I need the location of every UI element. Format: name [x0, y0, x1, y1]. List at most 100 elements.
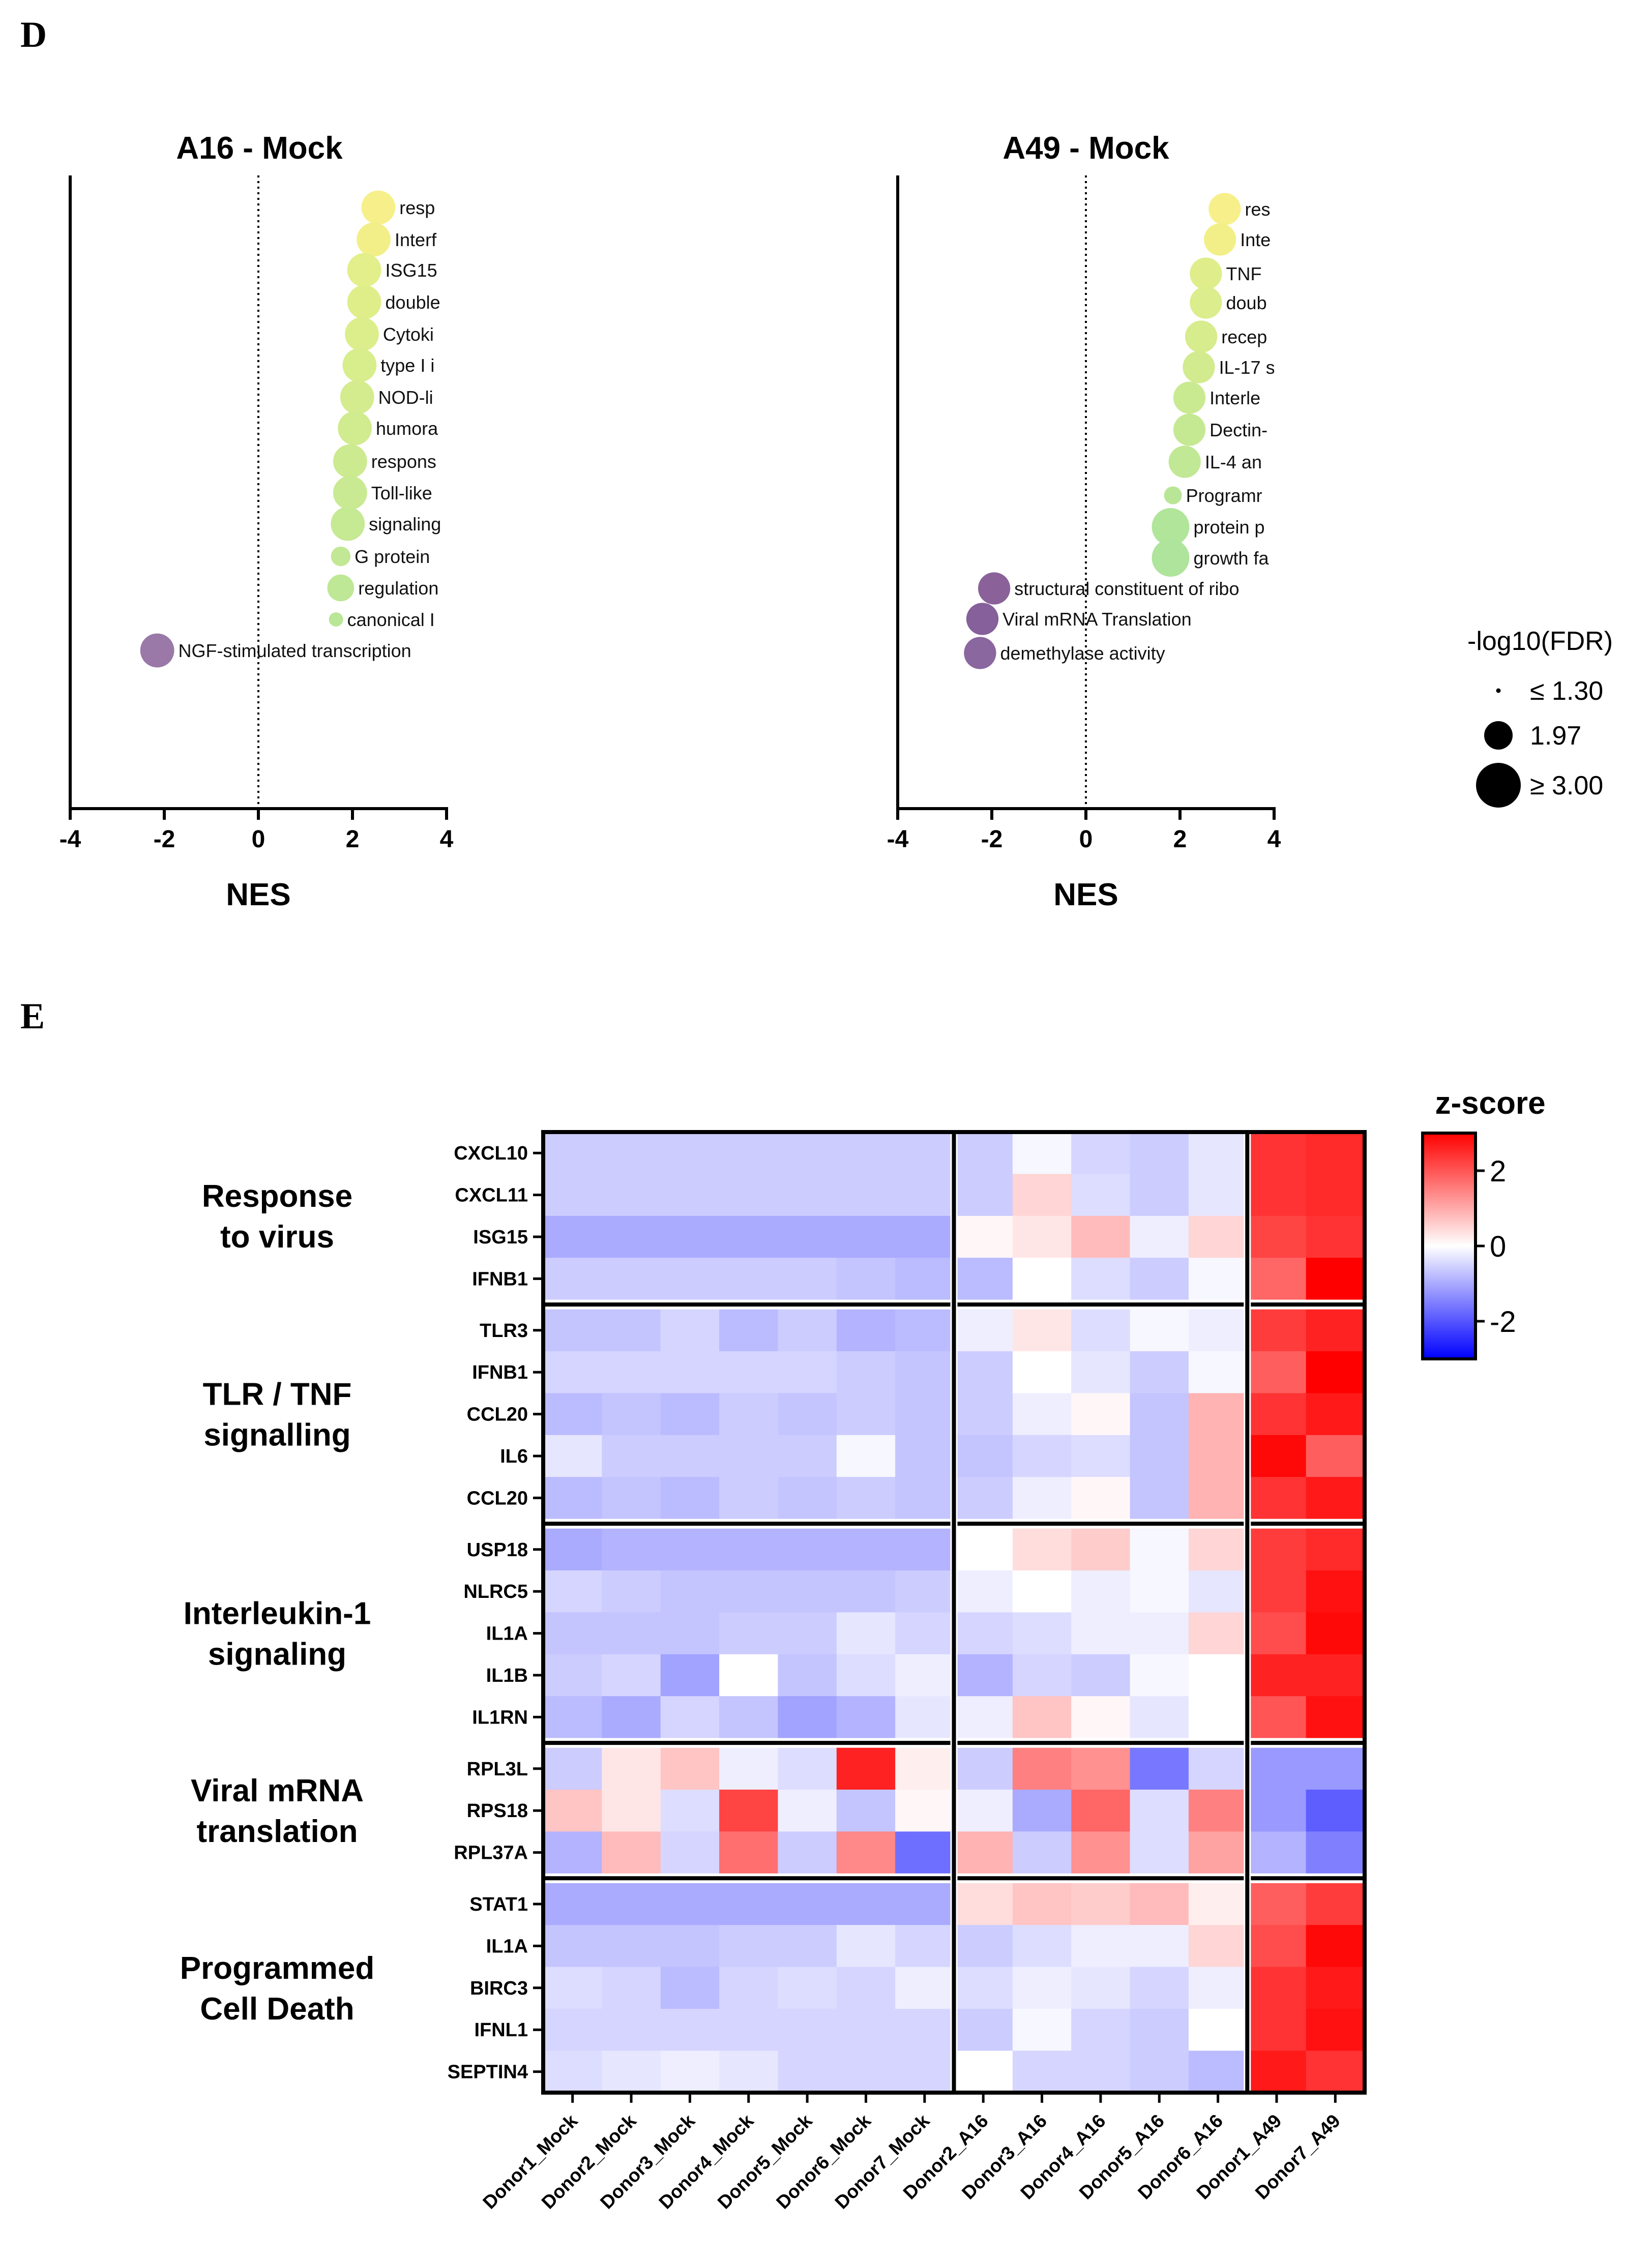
heatmap-cell: [1012, 1215, 1072, 1258]
heatmap-cell: [778, 1351, 837, 1393]
heatmap-cell: [895, 1435, 955, 1477]
heatmap-cell: [778, 1528, 837, 1571]
heatmap-cell: [836, 1654, 896, 1697]
bubble-point: [327, 574, 355, 602]
heatmap-cell: [954, 1925, 1013, 1968]
gene-label: CXCL10: [454, 1143, 528, 1164]
size-legend-swatch: [1476, 763, 1521, 808]
gene-label: BIRC3: [470, 1978, 528, 1999]
heatmap-cell: [543, 1477, 602, 1520]
heatmap-cell: [895, 1654, 955, 1697]
heatmap-cell: [602, 1570, 661, 1613]
heatmap-cell: [1306, 1967, 1365, 2009]
heatmap-cell: [1306, 2009, 1365, 2051]
heatmap-cell: [954, 2051, 1013, 2093]
heatmap-cell: [660, 1570, 720, 1613]
bubble-point: [342, 348, 377, 382]
bubble-label: signaling: [369, 514, 441, 534]
heatmap-cell: [1188, 1258, 1248, 1300]
heatmap-cell: [1306, 1883, 1365, 1925]
heatmap-cell: [1130, 1528, 1189, 1571]
bubble-point: [978, 572, 1011, 605]
heatmap-cell: [602, 1258, 661, 1300]
heatmap-cell: [1306, 1747, 1365, 1790]
gene-label: NLRC5: [463, 1581, 528, 1602]
heatmap-cell: [954, 1477, 1013, 1520]
bubble-point: [361, 190, 396, 225]
heatmap-cell: [895, 1393, 955, 1436]
heatmap-cell: [543, 1967, 602, 2009]
heatmap-cell: [660, 1393, 720, 1436]
gene-label: SEPTIN4: [448, 2062, 528, 2083]
heatmap-cell: [895, 1570, 955, 1613]
x-tick-label: 0: [1079, 826, 1093, 853]
bubble-point: [333, 444, 367, 479]
heatmap-cell: [719, 1351, 779, 1393]
heatmap-cell: [895, 1883, 955, 1925]
heatmap-cell: [1071, 1132, 1131, 1174]
heatmap-cell: [719, 1747, 779, 1790]
heatmap-cell: [602, 1612, 661, 1655]
bubble-point: [966, 603, 999, 635]
bubble-label: doub: [1226, 292, 1267, 313]
heatmap-cell: [778, 2051, 837, 2093]
heatmap-cell: [1012, 2009, 1072, 2051]
gene-label: RPL3L: [467, 1759, 528, 1780]
bubble-point: [1164, 486, 1182, 504]
chart-title: A16 - Mock: [176, 131, 343, 166]
heatmap-cell: [543, 1174, 602, 1216]
heatmap-cell: [660, 1435, 720, 1477]
bubble-point: [1203, 223, 1236, 256]
bubble-point: [1173, 413, 1206, 446]
heatmap-cell: [778, 1696, 837, 1739]
heatmap-cell: [836, 1435, 896, 1477]
colorbar-gradient: [1421, 1132, 1477, 1360]
heatmap-cell: [836, 2009, 896, 2051]
heatmap-cell: [1012, 2051, 1072, 2093]
heatmap-cell: [543, 1747, 602, 1790]
heatmap-cell: [1247, 1831, 1307, 1874]
group-label: Response: [202, 1179, 352, 1214]
heatmap-cell: [1188, 1477, 1248, 1520]
heatmap-cell: [778, 1215, 837, 1258]
heatmap-cell: [1071, 1747, 1131, 1790]
heatmap-cell: [1012, 1883, 1072, 1925]
size-legend-label: 1.97: [1530, 721, 1581, 751]
heatmap-cell: [895, 1967, 955, 2009]
heatmap-cell: [1247, 1477, 1307, 1520]
heatmap-cell: [1306, 1477, 1365, 1520]
heatmap-cell: [954, 1351, 1013, 1393]
heatmap-cell: [954, 2009, 1013, 2051]
bubble-label: Interle: [1210, 388, 1260, 408]
heatmap-cell: [1306, 1654, 1365, 1697]
heatmap-cell: [1071, 1528, 1131, 1571]
bubbles: res Inte TNF doub recep IL-17 s Interle Dectin-…: [964, 193, 1274, 669]
heatmap-cell: [1247, 1528, 1307, 1571]
heatmap-cell: [1071, 1696, 1131, 1739]
heatmap-cell: [836, 1477, 896, 1520]
heatmap-cell: [1071, 1654, 1131, 1697]
heatmap-cell: [1247, 1351, 1307, 1393]
bubble-label: Interf: [395, 229, 437, 250]
heatmap-cell: [1130, 1351, 1189, 1393]
heatmap-cell: [1012, 1351, 1072, 1393]
bubble-label: ISG15: [386, 260, 437, 281]
size-legend-swatch: [1484, 721, 1513, 750]
heatmap-cell: [1306, 1215, 1365, 1258]
heatmap-cell: [836, 1528, 896, 1571]
bubble-point: [1190, 286, 1222, 319]
heatmap-cell: [1130, 1696, 1189, 1739]
heatmap-cell: [1130, 1570, 1189, 1613]
bubble-label: NOD-li: [378, 387, 433, 408]
heatmap-cell: [954, 1393, 1013, 1436]
heatmap-cell: [1130, 1831, 1189, 1874]
heatmap-cell: [719, 1967, 779, 2009]
heatmap-cell: [1306, 1696, 1365, 1739]
heatmap-cell: [778, 2009, 837, 2051]
heatmap-cell: [1247, 1258, 1307, 1300]
heatmap-cell: [895, 1309, 955, 1352]
heatmap-cell: [954, 1654, 1013, 1697]
heatmap-cell: [1306, 1612, 1365, 1655]
heatmap-cell: [1247, 1309, 1307, 1352]
colorbar-tick-label: 2: [1490, 1155, 1506, 1188]
